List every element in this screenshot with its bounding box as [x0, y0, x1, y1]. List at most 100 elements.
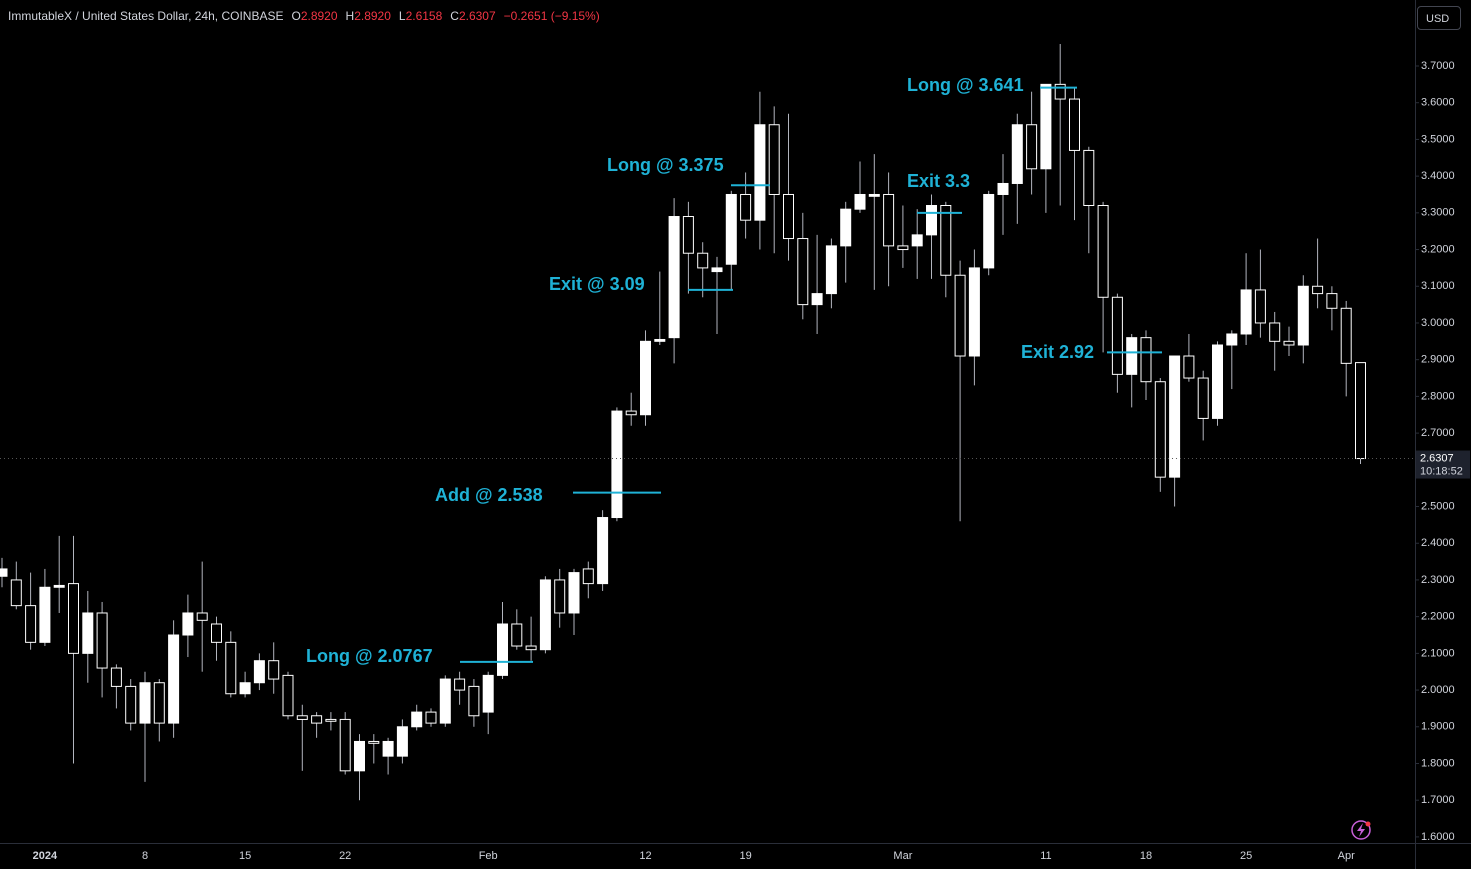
candle — [296, 704, 308, 771]
candle-body — [1111, 296, 1123, 375]
candle — [411, 704, 423, 731]
candle-body — [1269, 322, 1281, 342]
ohlc-value: 2.8920 — [354, 9, 391, 23]
candle — [1283, 326, 1295, 357]
candle-body — [768, 124, 780, 195]
candle-body — [296, 715, 308, 720]
ohlc-key: H — [345, 9, 355, 23]
ohlc-value: 2.6307 — [458, 9, 496, 23]
candle-body — [211, 623, 222, 643]
candle — [868, 154, 880, 290]
candle-body — [797, 238, 809, 306]
y-tick-label: 2.3000 — [1421, 574, 1455, 586]
candle-body — [926, 205, 937, 236]
candle — [568, 568, 580, 636]
candle — [253, 653, 265, 691]
candle-body — [611, 410, 623, 519]
candle-body — [1326, 293, 1338, 309]
y-tick-label: 2.5000 — [1421, 500, 1455, 512]
candle-body — [153, 682, 165, 724]
candle-body — [883, 193, 895, 247]
candle-body — [1097, 205, 1109, 298]
candle-body — [954, 274, 966, 357]
candle — [897, 205, 909, 268]
candle-body — [525, 645, 537, 651]
candle-body — [282, 674, 294, 717]
candle-body — [1054, 83, 1066, 100]
x-tick-label: 12 — [639, 850, 651, 862]
candle-body — [0, 568, 8, 577]
candle-body — [139, 682, 151, 724]
candle-body — [325, 718, 337, 722]
y-tick-label: 2.0000 — [1421, 684, 1455, 696]
candle — [1226, 330, 1238, 390]
x-tick-label: 11 — [1040, 850, 1051, 862]
candle-body — [425, 711, 437, 724]
x-tick-label: Mar — [893, 850, 912, 862]
candle-body — [268, 660, 280, 680]
candle — [1212, 341, 1223, 426]
candle-body — [1011, 124, 1023, 184]
candle-body — [1283, 340, 1295, 346]
currency-button[interactable]: USD — [1417, 6, 1461, 30]
candle-body — [1169, 355, 1181, 478]
x-tick-label: Apr — [1338, 850, 1355, 862]
lightning-icon[interactable] — [1351, 820, 1371, 840]
last-price-box — [1416, 450, 1470, 479]
candle — [125, 679, 137, 731]
candle-body — [439, 678, 451, 724]
candle — [640, 330, 651, 426]
candle — [954, 260, 966, 522]
candle-body — [539, 579, 551, 651]
candle — [768, 106, 780, 254]
candle-body — [196, 612, 208, 621]
candle — [139, 671, 151, 782]
ohlc-value: 2.6158 — [405, 9, 443, 23]
y-tick-label: 1.9000 — [1421, 721, 1455, 733]
candle — [482, 671, 494, 735]
candle — [39, 568, 51, 647]
candle — [96, 601, 108, 698]
y-tick-label: 2.9000 — [1421, 354, 1455, 366]
y-tick-label: 1.7000 — [1421, 794, 1455, 806]
candle-body — [1297, 285, 1309, 346]
candle-body — [497, 623, 508, 676]
candle — [1169, 355, 1181, 507]
candle — [497, 601, 508, 680]
x-tick-label: 2024 — [33, 850, 58, 862]
annotation-text: Add @ 2.538 — [435, 485, 543, 505]
candle-body — [1240, 289, 1252, 335]
annotation-text: Long @ 3.641 — [907, 75, 1024, 95]
candle — [396, 719, 408, 764]
annotation-text: Exit 2.92 — [1021, 342, 1094, 362]
candle — [268, 642, 280, 694]
candle — [597, 510, 609, 591]
candle-body — [339, 718, 351, 772]
y-tick-label: 3.2000 — [1421, 243, 1455, 255]
candle — [1326, 286, 1338, 331]
annotation-text: Long @ 2.0767 — [306, 646, 433, 666]
x-tick-label: 25 — [1240, 850, 1252, 862]
candle-body — [825, 245, 837, 295]
y-tick-label: 3.4000 — [1421, 170, 1455, 182]
candle-body — [1154, 381, 1166, 478]
candle — [1254, 249, 1266, 338]
candle — [282, 671, 294, 720]
candle — [339, 712, 351, 775]
y-tick-label: 3.3000 — [1421, 207, 1455, 219]
candle-body — [25, 605, 37, 643]
ohlc-values: O2.8920 H2.8920 L2.6158 C2.6307 — [291, 9, 503, 23]
candle-body — [411, 711, 423, 728]
candle-body — [582, 568, 594, 585]
candle — [153, 679, 165, 742]
candle — [740, 172, 752, 239]
candle-body — [625, 410, 637, 416]
candle — [1097, 201, 1109, 353]
candle — [697, 242, 709, 298]
candle — [854, 161, 866, 213]
candle-body — [68, 583, 79, 654]
candle-body — [983, 193, 995, 269]
candle — [1140, 330, 1152, 401]
